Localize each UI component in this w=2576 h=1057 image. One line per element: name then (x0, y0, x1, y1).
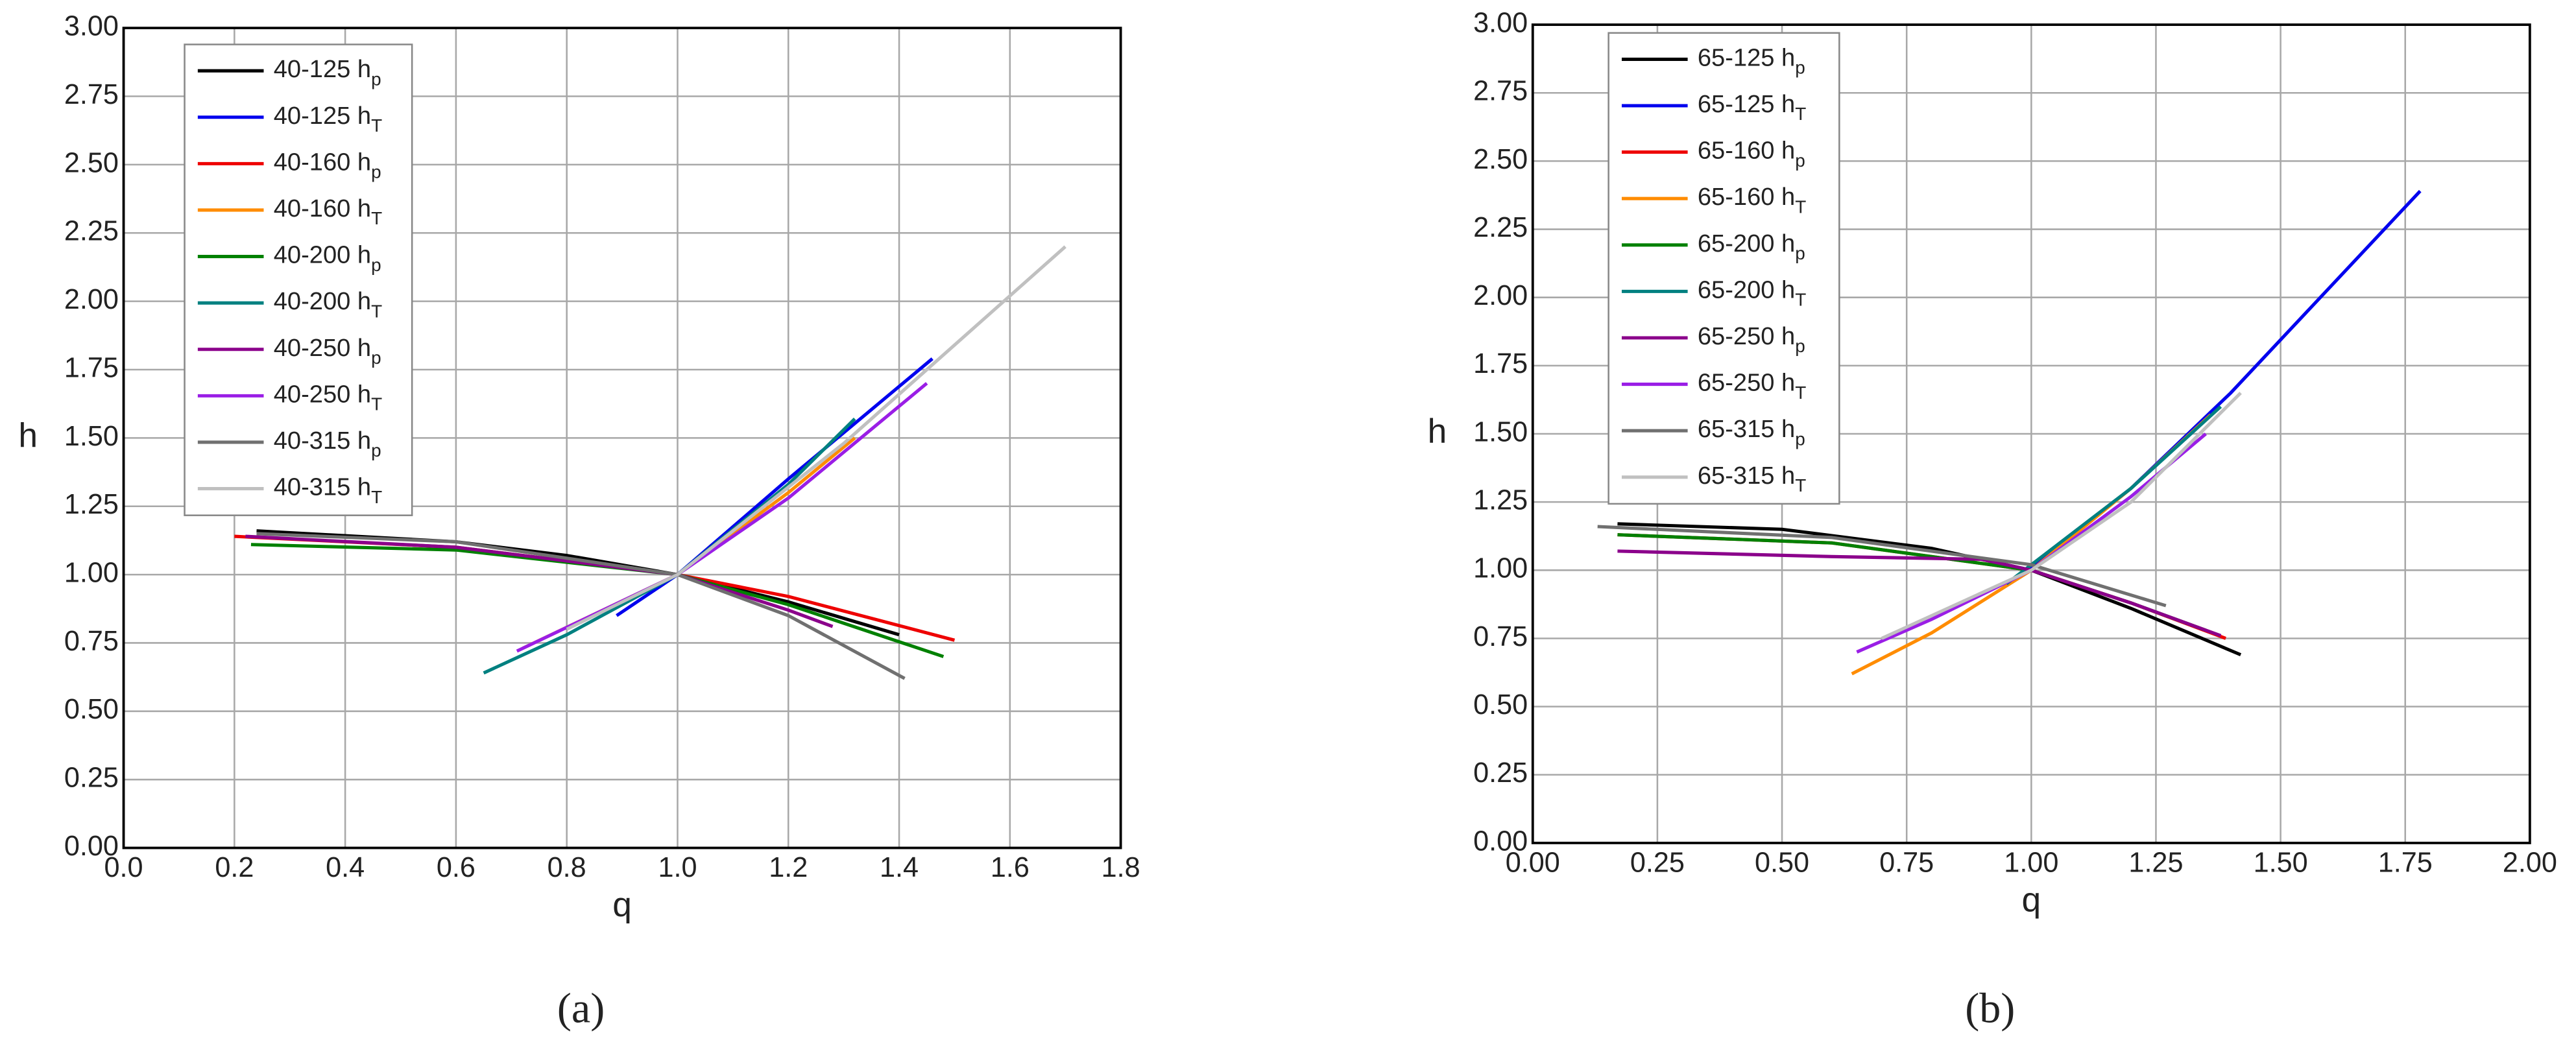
y-tick-label: 1.00 (64, 558, 119, 589)
legend-label: 40-315 hp (274, 427, 381, 461)
y-tick-label: 1.50 (64, 421, 119, 452)
legend-label: 40-160 hp (274, 148, 381, 182)
y-tick-label: 0.00 (1473, 825, 1528, 857)
plot-frame (1531, 23, 2531, 844)
y-tick-label: 0.50 (64, 694, 119, 725)
y-tick-label: 1.00 (1473, 553, 1528, 584)
x-tick-label: 0.2 (215, 852, 254, 883)
x-tick-label: 0.8 (548, 852, 586, 883)
chart: 0.00 0.25 0.50 0.75 1.00 1.25 1.50 1.75 2.00 0.00… (1428, 7, 2557, 1032)
x-tick-label: 1.4 (880, 852, 919, 883)
x-axis-label: q (612, 886, 632, 924)
y-tick-label: 2.75 (1473, 76, 1528, 107)
series-line (616, 357, 933, 617)
series-line (2020, 189, 2422, 577)
x-tick-label: 1.2 (769, 852, 808, 883)
y-tick-label: 1.25 (64, 489, 119, 520)
y-tick-label: 0.25 (64, 763, 119, 794)
y-tick-label: 2.75 (64, 79, 119, 110)
y-tick-label: 2.25 (1473, 212, 1528, 243)
series-line (1881, 392, 2242, 640)
y-axis-label: h (18, 416, 38, 455)
x-tick-label: 1.8 (1101, 852, 1140, 883)
x-tick-label: 0.6 (437, 852, 475, 883)
x-tick-label: 1.0 (658, 852, 697, 883)
y-tick-label: 2.00 (64, 284, 119, 315)
x-tick-label: 0.50 (1755, 847, 1809, 878)
legend-label: 40-125 hp (274, 56, 381, 89)
y-tick-label: 0.75 (64, 626, 119, 657)
y-tick-label: 2.00 (1473, 280, 1528, 311)
x-tick-label: 0.4 (326, 852, 365, 883)
legend-box (184, 43, 413, 516)
y-tick-label: 1.75 (1473, 348, 1528, 379)
x-tick-label: 1.75 (2378, 847, 2433, 878)
y-axis-label: h (1428, 412, 1447, 451)
legend-label: 40-250 hT (274, 381, 382, 414)
legend-label: 40-315 hT (274, 474, 382, 508)
legend-label: 65-315 hT (1698, 462, 1806, 496)
x-tick-label: 0.00 (1506, 847, 1560, 878)
y-tick-label: 0.25 (1473, 757, 1528, 789)
x-tick-label: 1.6 (991, 852, 1029, 883)
y-tick-label: 2.50 (64, 147, 119, 178)
y-tick-label: 0.50 (1473, 689, 1528, 720)
series-line (566, 245, 1066, 631)
series-line (2005, 405, 2222, 586)
y-tick-label: 0.00 (64, 831, 119, 862)
y-tick-label: 1.75 (64, 352, 119, 383)
legend-label: 40-160 hT (274, 195, 382, 229)
y-tick-label: 1.25 (1473, 485, 1528, 516)
series-line (483, 418, 856, 675)
y-tick-label: 2.50 (1473, 144, 1528, 175)
series-line (1617, 549, 2222, 637)
y-tick-label: 0.75 (1473, 621, 1528, 652)
plot-frame (122, 27, 1122, 849)
legend-label: 40-125 hT (274, 102, 382, 136)
x-axis-label: q (2021, 881, 2041, 919)
x-tick-label: 2.00 (2503, 847, 2557, 878)
legend-label: 65-250 hT (1698, 370, 1806, 403)
x-tick-label: 0.0 (104, 852, 143, 883)
legend-label: 65-250 hp (1698, 323, 1805, 357)
legend-label: 65-125 hT (1698, 91, 1806, 125)
legend-label: 65-125 hp (1698, 44, 1805, 78)
panel-label: (b) (1965, 985, 2015, 1032)
y-tick-label: 1.50 (1473, 416, 1528, 447)
y-tick-label: 2.25 (64, 216, 119, 247)
legend-label: 65-160 hT (1698, 184, 1806, 217)
x-tick-label: 1.25 (2128, 847, 2183, 878)
y-tick-label: 3.00 (1473, 7, 1528, 38)
legend-label: 40-250 hp (274, 335, 381, 368)
legend-box (1607, 32, 1840, 505)
legend-label: 65-315 hp (1698, 416, 1805, 449)
x-tick-label: 1.00 (2004, 847, 2058, 878)
x-tick-label: 0.75 (1879, 847, 1934, 878)
series-line (245, 534, 834, 628)
x-tick-label: 0.25 (1630, 847, 1685, 878)
y-tick-label: 3.00 (64, 11, 119, 42)
legend-label: 40-200 hp (274, 242, 381, 276)
legend-label: 65-160 hp (1698, 137, 1805, 171)
chart: 0.0 0.2 0.4 0.6 0.8 1.0 1.2 1.4 1.6 1.8 0.00 0.25 0.… (18, 11, 1140, 1032)
legend-label: 65-200 hp (1698, 230, 1805, 264)
x-tick-label: 1.50 (2254, 847, 2308, 878)
series-line (1597, 525, 2167, 608)
legend-label: 65-200 hT (1698, 276, 1806, 310)
legend-label: 40-200 hT (274, 288, 382, 322)
panel-label: (a) (557, 985, 605, 1032)
